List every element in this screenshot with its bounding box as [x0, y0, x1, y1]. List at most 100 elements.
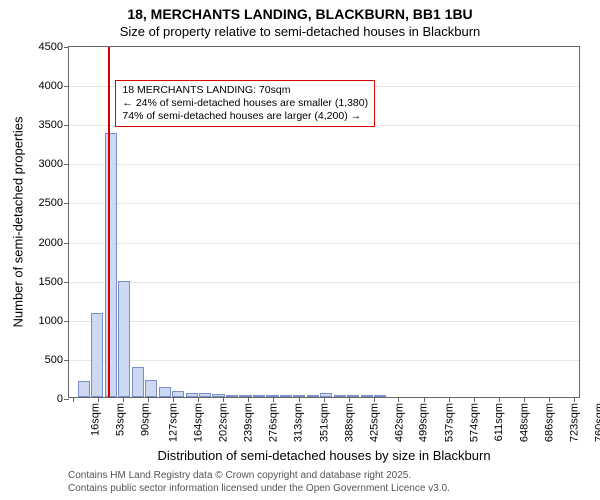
xtick-mark: [73, 397, 74, 402]
histogram-bar: [266, 395, 278, 397]
xtick-label: 388sqm: [343, 403, 355, 442]
ytick-label: 2500: [39, 197, 63, 209]
ytick-mark: [64, 47, 69, 48]
xtick-mark: [198, 397, 199, 402]
xtick-label: 164sqm: [192, 403, 204, 442]
ytick-mark: [64, 399, 69, 400]
chart-title: 18, MERCHANTS LANDING, BLACKBURN, BB1 1B…: [0, 0, 600, 22]
xtick-label: 462sqm: [393, 403, 405, 442]
xtick-mark: [474, 397, 475, 402]
footnote-line: Contains HM Land Registry data © Crown c…: [68, 470, 450, 483]
gridline: [69, 243, 579, 244]
ytick-mark: [64, 321, 69, 322]
xtick-label: 313sqm: [293, 403, 305, 442]
xtick-mark: [398, 397, 399, 402]
xtick-label: 276sqm: [268, 403, 280, 442]
gridline: [69, 164, 579, 165]
xtick-mark: [273, 397, 274, 402]
histogram-bar: [118, 281, 130, 397]
ytick-label: 4000: [39, 80, 63, 92]
histogram-bar: [374, 395, 386, 397]
ytick-mark: [64, 86, 69, 87]
chart-subtitle: Size of property relative to semi-detach…: [0, 22, 600, 39]
xtick-mark: [524, 397, 525, 402]
ytick-label: 500: [45, 354, 63, 366]
xtick-label: 90sqm: [139, 403, 151, 436]
ytick-label: 2000: [39, 237, 63, 249]
xtick-label: 202sqm: [218, 403, 230, 442]
xtick-label: 537sqm: [444, 403, 456, 442]
xtick-mark: [299, 397, 300, 402]
xtick-label: 574sqm: [469, 403, 481, 442]
gridline: [69, 360, 579, 361]
xtick-label: 723sqm: [569, 403, 581, 442]
histogram-bar: [307, 395, 319, 397]
y-axis-label: Number of semi-detached properties: [11, 117, 26, 328]
ytick-mark: [64, 282, 69, 283]
histogram-bar: [280, 395, 292, 397]
ytick-label: 1500: [39, 276, 63, 288]
xtick-label: 648sqm: [518, 403, 530, 442]
xtick-mark: [123, 397, 124, 402]
histogram-bar: [172, 391, 184, 397]
x-axis-label: Distribution of semi-detached houses by …: [157, 448, 490, 463]
xtick-mark: [374, 397, 375, 402]
xtick-label: 239sqm: [243, 403, 255, 442]
footnote-line: Contains public sector information licen…: [68, 483, 450, 496]
histogram-bar: [132, 367, 144, 398]
xtick-mark: [549, 397, 550, 402]
chart-footnote: Contains HM Land Registry data © Crown c…: [68, 470, 450, 495]
histogram-bar: [159, 387, 171, 397]
ytick-mark: [64, 360, 69, 361]
xtick-mark: [424, 397, 425, 402]
xtick-mark: [499, 397, 500, 402]
xtick-mark: [223, 397, 224, 402]
ytick-label: 3000: [39, 158, 63, 170]
histogram-bar: [199, 393, 211, 397]
annotation-line: 18 MERCHANTS LANDING: 70sqm: [122, 84, 368, 97]
xtick-label: 127sqm: [167, 403, 179, 442]
xtick-mark: [349, 397, 350, 402]
histogram-bar: [347, 395, 359, 397]
histogram-bar: [186, 393, 198, 397]
xtick-label: 351sqm: [318, 403, 330, 442]
xtick-label: 499sqm: [418, 403, 430, 442]
xtick-mark: [148, 397, 149, 402]
annotation-box: 18 MERCHANTS LANDING: 70sqm← 24% of semi…: [115, 80, 375, 127]
ytick-label: 3500: [39, 119, 63, 131]
histogram-bar: [334, 395, 346, 397]
xtick-mark: [574, 397, 575, 402]
gridline: [69, 321, 579, 322]
histogram-bar: [78, 381, 90, 397]
annotation-line: 74% of semi-detached houses are larger (…: [122, 110, 368, 123]
xtick-label: 611sqm: [493, 403, 505, 441]
ytick-mark: [64, 125, 69, 126]
property-marker-line: [108, 47, 110, 397]
xtick-mark: [324, 397, 325, 402]
histogram-bar: [91, 313, 103, 397]
gridline: [69, 203, 579, 204]
histogram-bar: [212, 394, 224, 397]
histogram-bar: [293, 395, 305, 397]
xtick-mark: [173, 397, 174, 402]
xtick-label: 16sqm: [90, 403, 102, 436]
xtick-label: 425sqm: [368, 403, 380, 442]
ytick-label: 0: [57, 393, 63, 405]
histogram-bar: [226, 395, 238, 397]
xtick-mark: [449, 397, 450, 402]
annotation-line: ← 24% of semi-detached houses are smalle…: [122, 97, 368, 110]
ytick-mark: [64, 203, 69, 204]
ytick-label: 4500: [39, 41, 63, 53]
histogram-bar: [253, 395, 265, 397]
chart-container: 18, MERCHANTS LANDING, BLACKBURN, BB1 1B…: [0, 0, 600, 500]
xtick-mark: [98, 397, 99, 402]
xtick-mark: [248, 397, 249, 402]
xtick-label: 686sqm: [544, 403, 556, 442]
ytick-mark: [64, 164, 69, 165]
histogram-bar: [320, 393, 332, 397]
ytick-label: 1000: [39, 315, 63, 327]
xtick-label: 53sqm: [114, 403, 126, 436]
plot-area: 05001000150020002500300035004000450016sq…: [68, 46, 580, 398]
ytick-mark: [64, 243, 69, 244]
histogram-bar: [239, 395, 251, 397]
